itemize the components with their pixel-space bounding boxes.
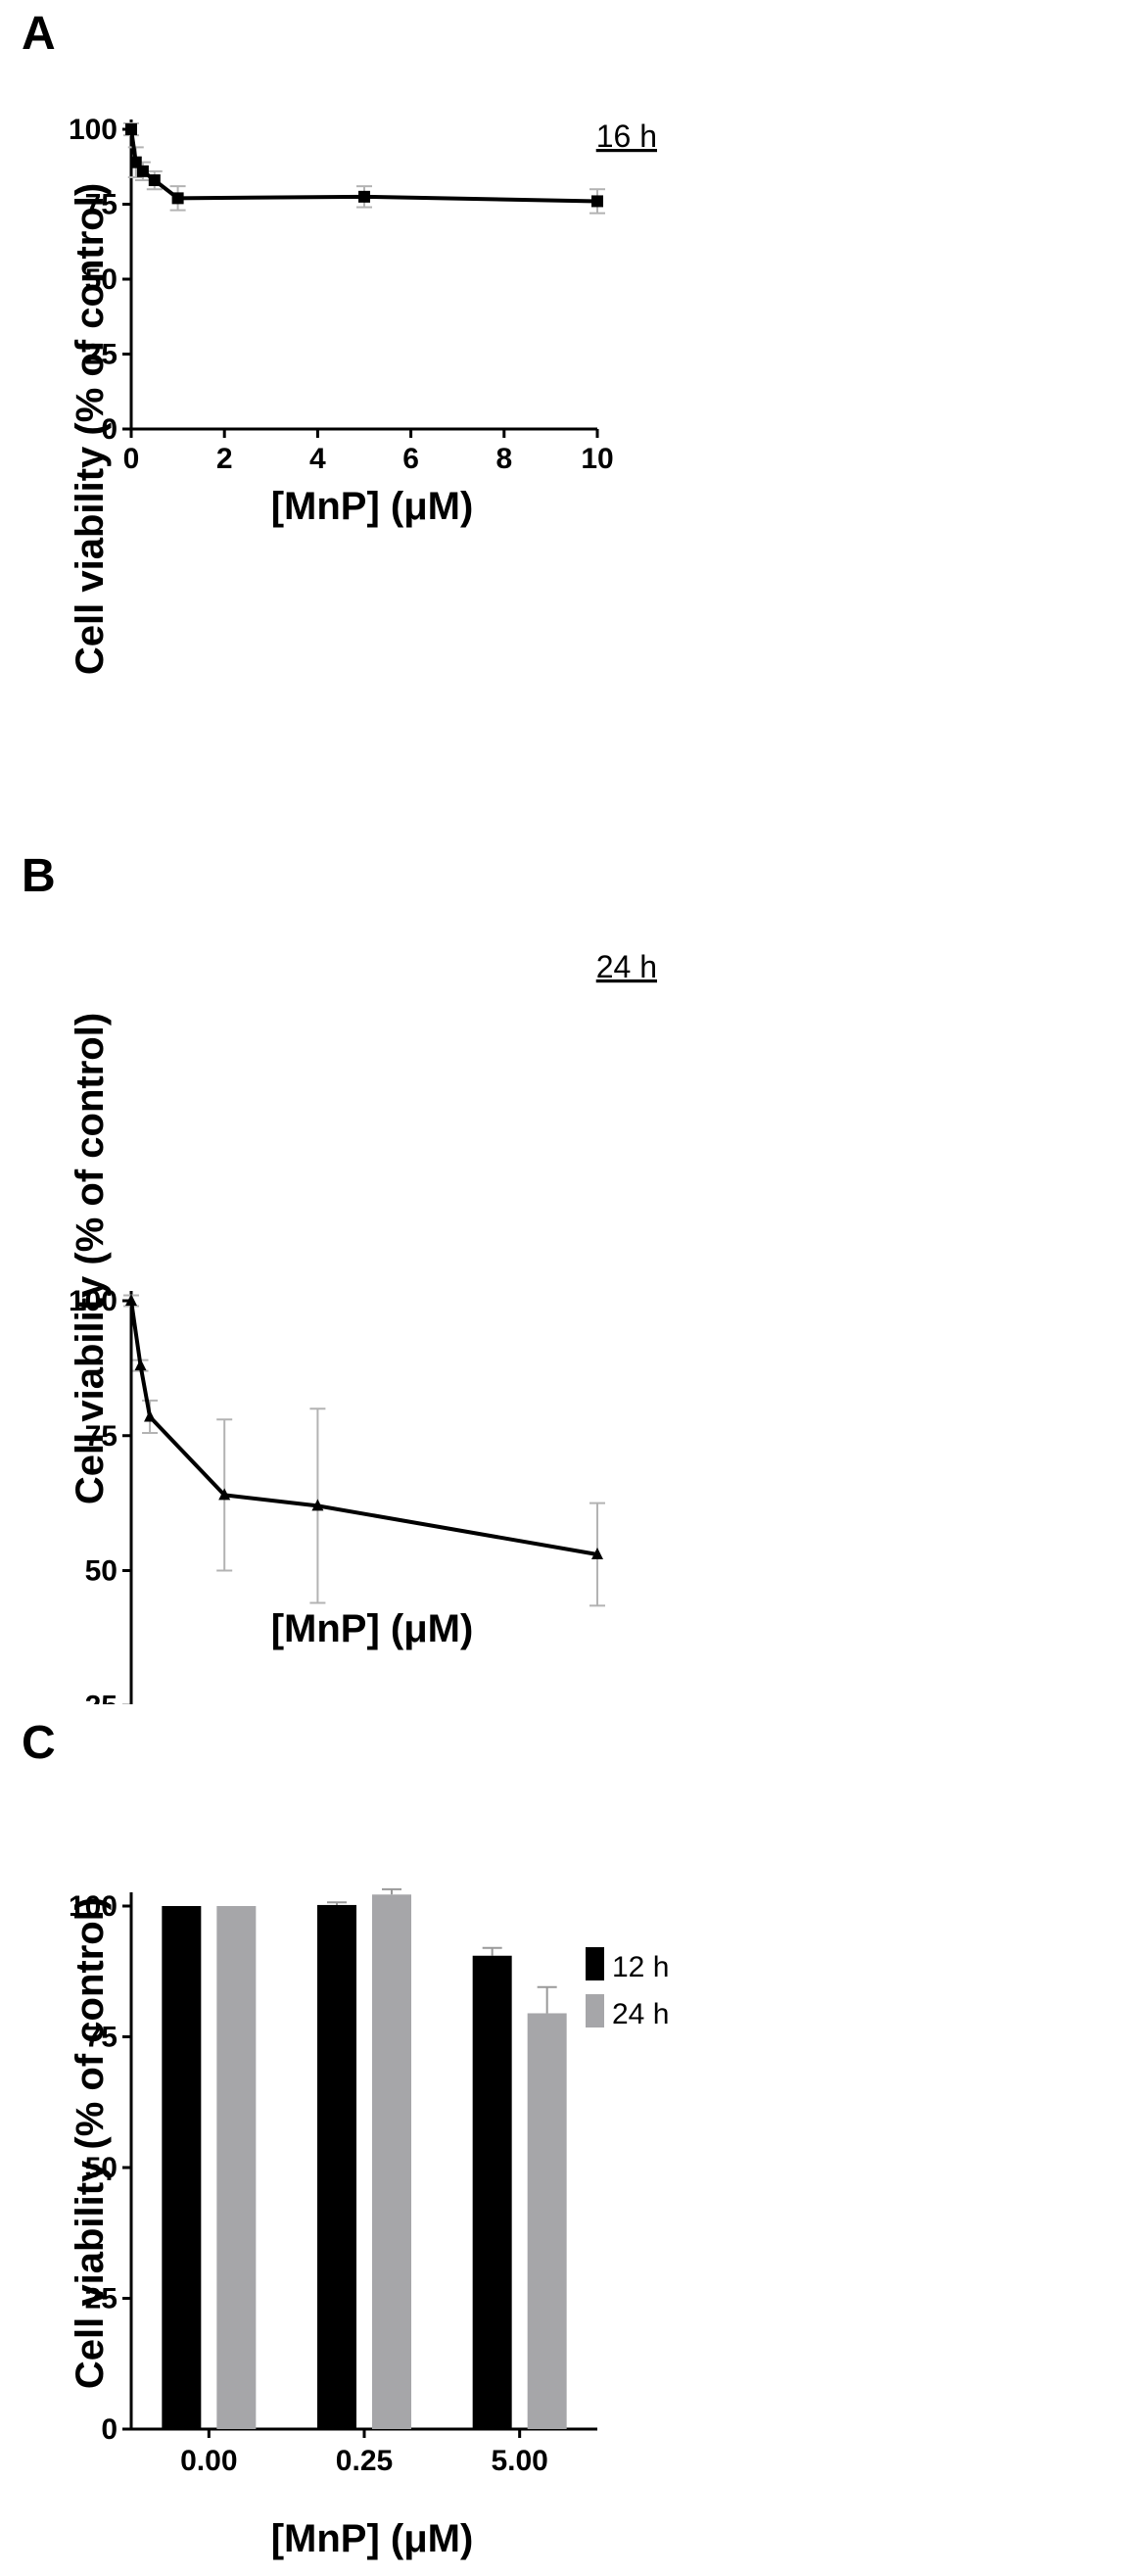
data-point-marker (136, 165, 149, 177)
y-tick-label: 75 (85, 2022, 118, 2054)
data-point-marker (148, 174, 161, 187)
bar-24h-0.00 (216, 1906, 257, 2429)
data-point-marker (171, 192, 184, 205)
y-tick-label: 50 (85, 263, 118, 296)
data-point-marker (125, 123, 137, 135)
bar-12h-5.00 (472, 1955, 512, 2429)
x-tick-label: 2 (216, 443, 233, 475)
legend-swatch (586, 1994, 604, 2027)
data-point-marker (358, 190, 370, 203)
bar-12h-0.25 (317, 1904, 356, 2429)
data-point-marker (129, 156, 142, 168)
bar-24h-5.00 (527, 2013, 567, 2429)
panel-b-plot-area (123, 1294, 605, 1607)
panel-c-y-axis-label: Cell viability (% of control) (69, 1897, 112, 2389)
x-tick-label: 4 (309, 443, 326, 475)
panel-a-axes: 0 25 50 75 100 0 2 4 6 8 10 (69, 114, 614, 475)
panel-c-plot-area (162, 1887, 567, 2429)
panel-a-plot-area (123, 121, 605, 215)
y-tick-label: 0 (101, 2413, 118, 2446)
panel-c-x-axis-label: [MnP] (μM) (271, 2517, 474, 2560)
panel-a-letter: A (22, 8, 56, 60)
y-tick-label: 75 (85, 189, 118, 221)
y-tick-label: 100 (69, 1285, 118, 1317)
data-point-marker (218, 1488, 231, 1501)
x-tick-label: 0 (123, 443, 140, 475)
y-tick-label: 100 (69, 114, 118, 146)
y-tick-label: 100 (69, 1890, 118, 1923)
panel-b-time-label: 24 h (596, 949, 657, 984)
panel-b-x-axis-label: [MnP] (μM) (271, 1607, 474, 1650)
panel-b-chart: B Cell viability (% of control) 24 h 025… (22, 850, 657, 1704)
bar-12h-0.00 (162, 1906, 202, 2429)
x-tick-label: 10 (581, 443, 613, 475)
panel-a-y-axis-label: Cell viability (% of control) (69, 183, 112, 675)
data-point-marker (125, 1294, 137, 1306)
y-tick-label: 50 (85, 2152, 118, 2184)
x-tick-label: 0.00 (180, 2445, 237, 2477)
panel-a-time-label: 16 h (596, 119, 657, 154)
y-tick-label: 75 (85, 1420, 118, 1453)
y-tick-label: 50 (85, 1555, 118, 1588)
data-point-marker (134, 1359, 147, 1371)
y-tick-label: 25 (85, 2283, 118, 2315)
panel-b-letter: B (22, 850, 56, 902)
bar-24h-0.25 (372, 1894, 411, 2429)
panel-c-chart: C Cell viability (% of control) 0 25 50 75 1… (22, 1717, 669, 2560)
series-line (129, 1300, 598, 1556)
y-tick-label: 0 (101, 413, 118, 446)
legend-label: 12 h (612, 1951, 669, 1983)
panel-b-y-axis-label: Cell viability (% of control) (69, 1013, 112, 1504)
legend-swatch (586, 1947, 604, 1980)
panel-a-x-axis-label: [MnP] (μM) (271, 485, 474, 528)
y-tick-label: 25 (85, 1690, 118, 1704)
panel-c-legend: 12 h 24 h (586, 1947, 669, 2030)
x-tick-label: 0.25 (336, 2445, 393, 2477)
panel-a-chart: A Cell viability (% of control) 16 h 025… (22, 8, 657, 675)
x-tick-label: 8 (495, 443, 512, 475)
x-tick-label: 5.00 (491, 2445, 547, 2477)
panel-c-axes: 0 25 50 75 100 0.00 0.25 5.00 (69, 1890, 597, 2477)
data-point-marker (591, 1547, 603, 1559)
y-tick-label: 25 (85, 339, 118, 371)
x-tick-label: 6 (402, 443, 419, 475)
data-point-marker (311, 1499, 324, 1511)
legend-label: 24 h (612, 1998, 669, 2030)
data-point-marker (144, 1409, 157, 1422)
data-point-marker (591, 195, 603, 208)
panel-b-axes: 02550751000510152025 (69, 1285, 133, 1704)
panel-c-letter: C (22, 1717, 56, 1769)
